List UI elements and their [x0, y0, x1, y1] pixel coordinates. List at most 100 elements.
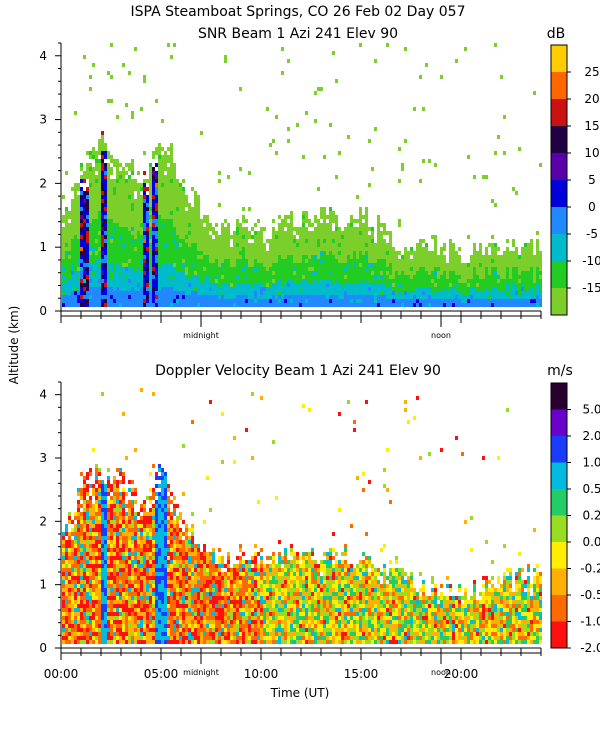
heatmap-cell	[206, 251, 209, 255]
heatmap-cell	[119, 588, 122, 592]
heatmap-cell	[368, 275, 371, 279]
heatmap-cell	[152, 191, 155, 195]
heatmap-cell	[146, 624, 149, 628]
heatmap-cell	[425, 291, 428, 295]
heatmap-cell	[365, 235, 368, 239]
heatmap-cell	[188, 299, 191, 303]
heatmap-cell	[194, 279, 197, 283]
heatmap-cell	[329, 291, 332, 295]
heatmap-cell	[122, 544, 125, 548]
heatmap-cell	[176, 251, 179, 255]
heatmap-cell	[443, 295, 446, 299]
heatmap-cell	[74, 584, 77, 588]
heatmap-cell	[212, 263, 215, 267]
heatmap-cell	[77, 564, 80, 568]
heatmap-cell	[419, 299, 422, 303]
heatmap-cell	[107, 231, 110, 235]
heatmap-cell	[158, 179, 161, 183]
heatmap-cell	[302, 247, 305, 251]
heatmap-cell	[149, 608, 152, 612]
heatmap-cell	[275, 263, 278, 267]
heatmap-cell	[92, 628, 95, 632]
heatmap-cell	[488, 271, 491, 275]
heatmap-cell	[533, 295, 536, 299]
heatmap-cell	[65, 620, 68, 624]
heatmap-cell	[65, 528, 68, 532]
heatmap-cell	[125, 540, 128, 544]
heatmap-cell	[296, 275, 299, 279]
heatmap-cell	[104, 632, 107, 636]
heatmap-cell	[269, 299, 272, 303]
heatmap-cell	[359, 271, 362, 275]
heatmap-cell	[161, 163, 164, 167]
heatmap-cell	[89, 584, 92, 588]
heatmap-cell	[125, 604, 128, 608]
heatmap-cell	[140, 259, 143, 263]
heatmap-cell	[104, 552, 107, 556]
heatmap-cell	[119, 163, 122, 167]
heatmap-cell	[80, 576, 83, 580]
heatmap-cell	[359, 263, 362, 267]
heatmap-cell	[77, 584, 80, 588]
heatmap-cell	[284, 291, 287, 295]
heatmap-cell	[431, 283, 434, 287]
heatmap-cell	[128, 480, 131, 484]
heatmap-cell	[527, 275, 530, 279]
heatmap-cell	[167, 155, 170, 159]
heatmap-cell	[380, 239, 383, 243]
heatmap-cell	[407, 271, 410, 275]
heatmap-cell	[98, 484, 101, 488]
heatmap-cell	[122, 612, 125, 616]
heatmap-cell	[125, 211, 128, 215]
heatmap-cell	[170, 163, 173, 167]
heatmap-cell	[86, 163, 89, 167]
heatmap-cell	[176, 299, 179, 303]
heatmap-cell	[254, 235, 257, 239]
heatmap-cell	[239, 263, 242, 267]
heatmap-cell	[338, 295, 341, 299]
heatmap-cell	[317, 267, 320, 271]
heatmap-cell	[107, 628, 110, 632]
heatmap-cell	[101, 564, 104, 568]
heatmap-cell	[89, 199, 92, 203]
heatmap-cell	[74, 271, 77, 275]
heatmap-cell	[212, 279, 215, 283]
heatmap-cell	[440, 75, 443, 79]
heatmap-cell	[128, 219, 131, 223]
heatmap-cell	[101, 195, 104, 199]
heatmap-cell	[74, 211, 77, 215]
heatmap-cell	[86, 532, 89, 536]
heatmap-cell	[320, 231, 323, 235]
heatmap-cell	[92, 512, 95, 516]
heatmap-cell	[170, 267, 173, 271]
heatmap-cell	[146, 235, 149, 239]
heatmap-cell	[509, 271, 512, 275]
heatmap-cell	[365, 251, 368, 255]
heatmap-cell	[143, 203, 146, 207]
heatmap-cell	[98, 596, 101, 600]
heatmap-cell	[491, 199, 494, 203]
heatmap-cell	[377, 255, 380, 259]
heatmap-cell	[95, 203, 98, 207]
heatmap-cell	[74, 199, 77, 203]
heatmap-cell	[152, 151, 155, 155]
heatmap-cell	[95, 223, 98, 227]
heatmap-cell	[155, 295, 158, 299]
heatmap-cell	[197, 299, 200, 303]
heatmap-cell	[356, 235, 359, 239]
heatmap-cell	[341, 247, 344, 251]
heatmap-cell	[131, 255, 134, 259]
heatmap-cell	[506, 271, 509, 275]
heatmap-cell	[410, 291, 413, 295]
heatmap-cell	[275, 299, 278, 303]
heatmap-cell	[329, 279, 332, 283]
heatmap-cell	[365, 263, 368, 267]
heatmap-cell	[383, 275, 386, 279]
heatmap-cell	[101, 279, 104, 283]
heatmap-cell	[344, 283, 347, 287]
heatmap-cell	[83, 528, 86, 532]
heatmap-cell	[341, 291, 344, 295]
heatmap-cell	[263, 303, 266, 307]
heatmap-cell	[434, 291, 437, 295]
heatmap-cell	[89, 215, 92, 219]
